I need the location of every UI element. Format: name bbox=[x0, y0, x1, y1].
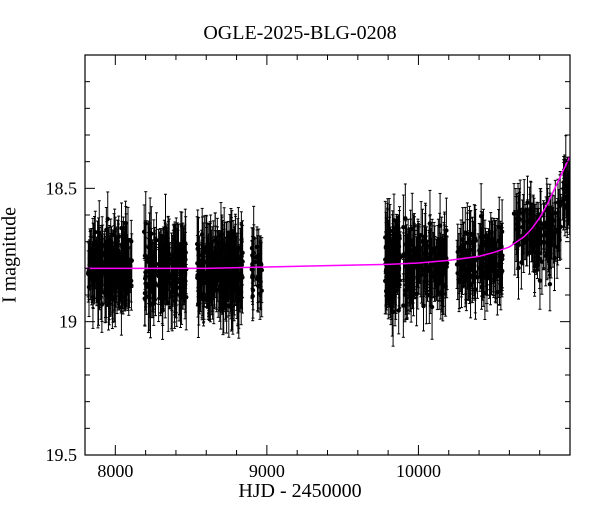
svg-text:19: 19 bbox=[59, 312, 77, 332]
x-axis-label: HJD - 2450000 bbox=[0, 480, 600, 503]
svg-text:9000: 9000 bbox=[249, 461, 285, 481]
svg-text:10000: 10000 bbox=[396, 461, 441, 481]
lightcurve-chart: 8000 9000 10000 18.5 19 19.5 OGLE-2025-BLG-02… bbox=[0, 0, 600, 512]
svg-text:19.5: 19.5 bbox=[46, 445, 78, 465]
chart-title: OGLE-2025-BLG-0208 bbox=[0, 22, 600, 45]
svg-text:8000: 8000 bbox=[97, 461, 133, 481]
svg-text:18.5: 18.5 bbox=[46, 178, 78, 198]
y-axis-label: I magnitude bbox=[0, 207, 22, 303]
